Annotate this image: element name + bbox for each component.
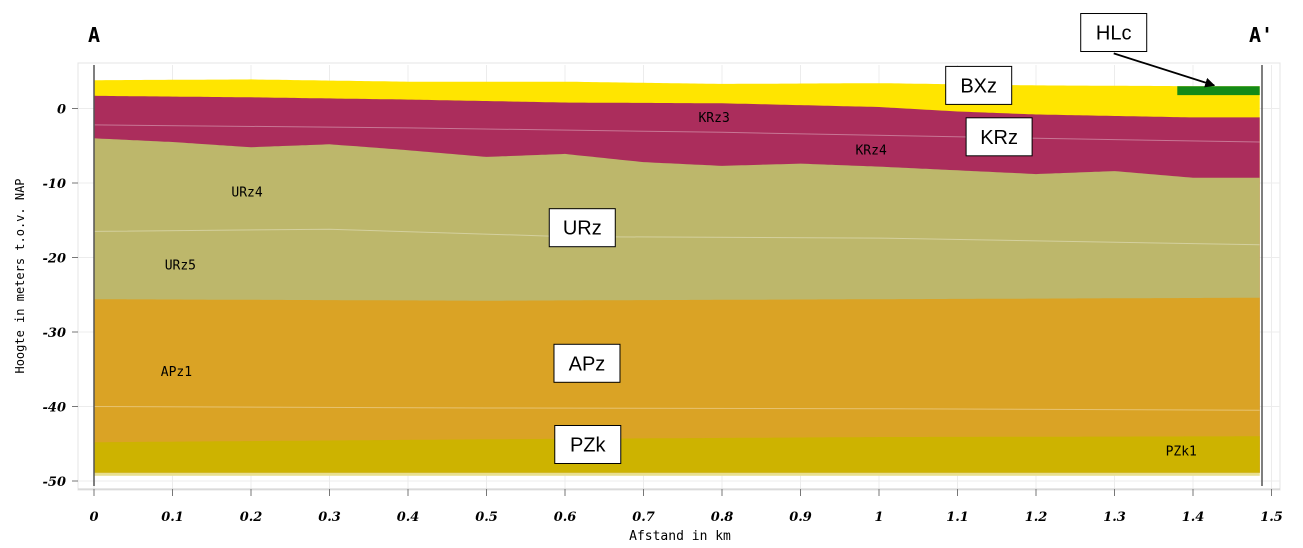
y-tick-label: -20: [43, 252, 67, 267]
unit-box-frame: [1080, 13, 1148, 53]
section-start-label: A: [88, 23, 100, 47]
x-axis-ticks: 0 0.1 0.2 0.3 0.4 0.5 0.6 0.7 0.8 0.9 1 1.1 1.2 1.3 1.…: [89, 489, 1283, 525]
y-tick-label: 0: [57, 103, 66, 118]
unit-box-frame: [548, 208, 616, 248]
x-tick-label: 0.2: [240, 510, 263, 525]
x-tick-label: 1.5: [1260, 510, 1283, 525]
y-axis-ticks: 0 -10 -20 -30 -40 -50: [43, 103, 78, 490]
unit-box: KRz: [965, 117, 1033, 157]
x-tick-label: 0.9: [789, 510, 812, 525]
y-tick-label: -10: [43, 177, 67, 192]
unit-box-label: URz: [563, 218, 602, 240]
unit-box-frame: [945, 65, 1013, 105]
y-tick-label: -50: [43, 475, 67, 490]
callout-arrow-group: [1113, 52, 1216, 88]
layer-label: KRz3: [698, 111, 729, 126]
unit-box-label: KRz: [980, 127, 1018, 149]
x-tick-label: 1: [874, 510, 883, 525]
unit-box: URz: [548, 208, 616, 248]
unit-box: HLc: [1080, 13, 1148, 53]
unit-boxes: HLc BXz KRz URz APz PZk: [548, 13, 1148, 464]
x-tick-label: 0.7: [632, 510, 655, 525]
callout-arrow: [1113, 52, 1216, 88]
x-axis-label: Afstand in km: [629, 529, 731, 544]
section-end-label: A': [1249, 23, 1273, 47]
x-tick-label: 0.5: [475, 510, 498, 525]
unit-box-label: HLc: [1096, 23, 1132, 45]
x-tick-label: 1.2: [1025, 510, 1048, 525]
y-tick-label: -40: [43, 401, 67, 416]
layer-hlc: [1177, 86, 1260, 96]
x-tick-label: 0.4: [397, 510, 420, 525]
unit-box: BXz: [945, 65, 1013, 105]
layer-label: APz1: [161, 365, 192, 380]
unit-box: PZk: [554, 424, 622, 464]
x-tick-label: 0.3: [318, 510, 341, 525]
unit-box-label: BXz: [960, 75, 997, 97]
unit-box-frame: [554, 424, 622, 464]
y-axis-label: Hoogte in meters t.o.v. NAP: [13, 178, 27, 373]
x-tick-label: 1.3: [1103, 510, 1126, 525]
layer-label: KRz4: [855, 144, 886, 159]
x-tick-label: 0.8: [711, 510, 734, 525]
layer-label: URz4: [231, 185, 262, 200]
layers: [94, 79, 1260, 476]
unit-box-frame: [965, 117, 1033, 157]
layer-pzk1: [94, 436, 1260, 473]
y-tick-label: -30: [43, 326, 67, 341]
x-tick-label: 0: [89, 510, 98, 525]
layer-apz1: [94, 297, 1260, 473]
unit-box-frame: [553, 343, 621, 383]
x-tick-label: 0.6: [554, 510, 577, 525]
layer-labels: KRz3 KRz4 URz4 URz5 APz1 PZk1: [161, 111, 1197, 460]
sublayer-boundary: [93, 406, 1260, 411]
unit-box-label: APz: [569, 353, 606, 375]
unit-box-label: PZk: [570, 434, 607, 456]
layer-label: PZk1: [1166, 445, 1197, 460]
sublayer-boundary: [93, 124, 1260, 143]
layer-label: URz5: [165, 258, 196, 273]
x-tick-label: 1.4: [1182, 510, 1205, 525]
x-tick-label: 0.1: [161, 510, 184, 525]
x-tick-label: 1.1: [946, 510, 969, 525]
base-band: [94, 472, 1260, 476]
unit-box: APz: [553, 343, 621, 383]
